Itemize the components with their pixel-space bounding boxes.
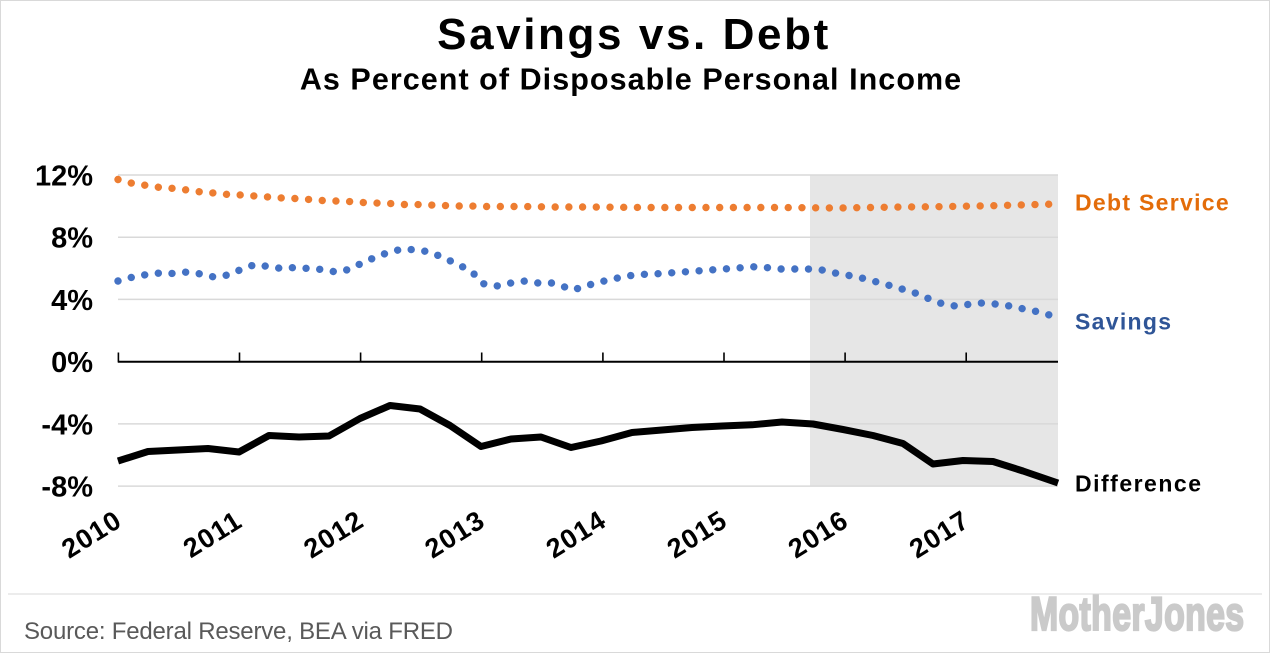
svg-text:MotherJones: MotherJones [1030,588,1244,641]
svg-text:Source: Federal Reserve, BEA v: Source: Federal Reserve, BEA via FRED [24,618,453,645]
svg-text:0%: 0% [51,347,93,379]
svg-text:As Percent of Disposable Perso: As Percent of Disposable Personal Income [300,63,962,97]
svg-text:4%: 4% [51,285,93,317]
svg-text:-4%: -4% [41,409,93,441]
svg-text:Debt Service: Debt Service [1075,190,1230,216]
svg-text:Savings: Savings [1075,309,1172,335]
svg-text:-8%: -8% [41,472,93,504]
svg-text:Savings vs. Debt: Savings vs. Debt [437,10,831,59]
svg-text:Difference: Difference [1075,471,1202,497]
svg-text:8%: 8% [51,223,93,255]
svg-text:12%: 12% [35,161,93,193]
